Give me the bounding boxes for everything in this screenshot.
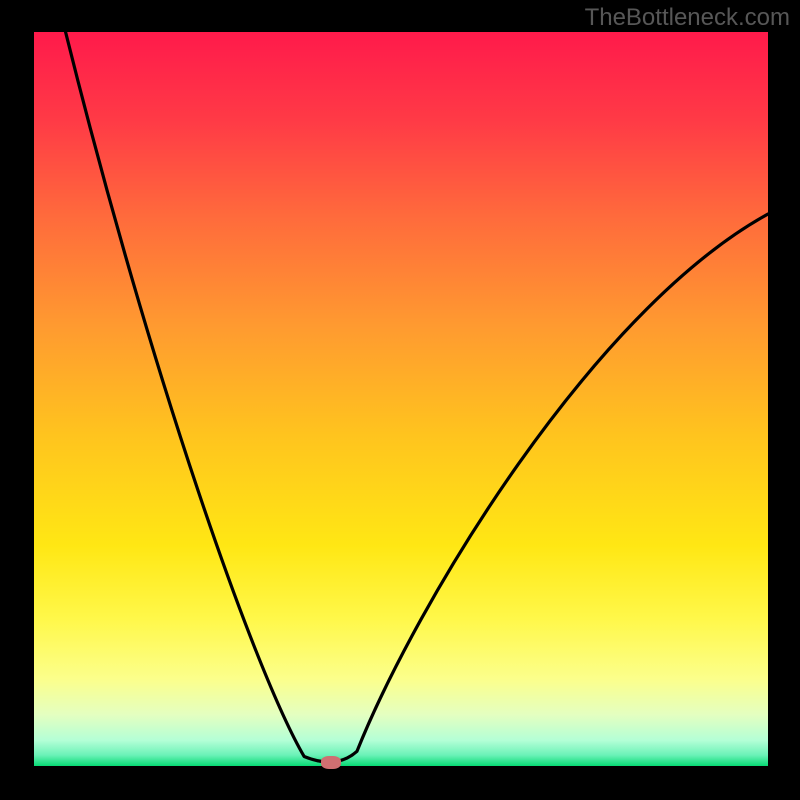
bottleneck-curve (34, 32, 768, 766)
chart-container: TheBottleneck.com (0, 0, 800, 800)
plot-area (34, 32, 768, 766)
minimum-marker (321, 756, 341, 769)
watermark-text: TheBottleneck.com (585, 4, 790, 32)
